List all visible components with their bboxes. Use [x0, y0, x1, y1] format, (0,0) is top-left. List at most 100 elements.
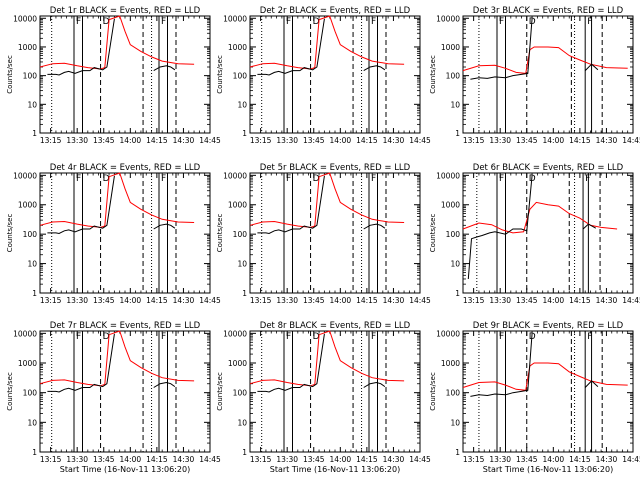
y-tick-label: 100: [446, 389, 461, 398]
x-tick-label: 13:45: [93, 296, 115, 305]
x-axis-title: Start Time (16-Nov-11 13:06:20): [483, 465, 613, 474]
series-black-events: [257, 18, 325, 76]
y-tick-label: 1: [32, 448, 37, 457]
chart-title: Det 5r BLACK = Events, RED = LLD: [260, 163, 411, 173]
y-axis-label: Counts/sec: [6, 55, 14, 94]
event-marker: D: [529, 174, 536, 184]
x-tick-label: 14:30: [596, 296, 618, 305]
x-tick-label: 14:00: [120, 296, 142, 305]
x-tick-label: 14:45: [199, 136, 221, 145]
series-red-lld: [249, 15, 405, 70]
series-black-events: [584, 63, 599, 71]
x-tick-label: 13:30: [66, 455, 88, 464]
y-tick-label: 1000: [228, 201, 247, 210]
y-tick-label: 10000: [223, 329, 247, 338]
x-tick-label: 13:15: [463, 136, 485, 145]
plot-frame: [249, 172, 421, 294]
y-tick-label: 10: [237, 100, 247, 109]
y-tick-label: 1000: [441, 43, 460, 52]
x-tick-label: 13:15: [40, 455, 62, 464]
series-black-events: [47, 175, 115, 235]
x-tick-label: 14:00: [543, 136, 565, 145]
y-tick-label: 1000: [441, 201, 460, 210]
x-tick-label: 14:30: [383, 136, 405, 145]
series-black-events: [584, 380, 599, 388]
series-red-lld: [249, 172, 405, 228]
x-tick-label: 13:45: [516, 136, 538, 145]
event-marker: D: [313, 17, 320, 27]
x-tick-label: 13:45: [516, 455, 538, 464]
x-tick-label: 14:00: [543, 455, 565, 464]
x-tick-label: 14:15: [569, 136, 591, 145]
y-axis-label: Counts/sec: [216, 55, 224, 94]
series-black-events: [363, 381, 386, 388]
x-tick-label: 14:00: [330, 296, 352, 305]
event-marker: F: [499, 332, 504, 342]
x-tick-label: 13:15: [250, 455, 272, 464]
series-black-events: [153, 381, 176, 388]
x-tick-label: 13:15: [463, 296, 485, 305]
y-tick-label: 100: [446, 72, 461, 81]
x-tick-label: 13:30: [489, 455, 511, 464]
event-marker: F: [286, 17, 291, 27]
x-tick-label: 14:00: [120, 455, 142, 464]
x-tick-label: 13:45: [303, 455, 325, 464]
x-tick-label: 13:30: [489, 136, 511, 145]
x-tick-label: 14:15: [569, 296, 591, 305]
event-marker: F: [76, 174, 81, 184]
y-tick-label: 10: [450, 418, 460, 427]
y-tick-label: 10000: [13, 329, 37, 338]
x-tick-label: 14:30: [596, 136, 618, 145]
x-tick-label: 13:15: [250, 296, 272, 305]
y-tick-label: 10000: [436, 171, 460, 180]
x-tick-label: 14:00: [543, 296, 565, 305]
event-marker: F: [587, 17, 592, 27]
chart-panel-2: 1 10 100 1000 10000 13:15 13:30 13:45 14:00 14:15…: [216, 6, 431, 145]
y-tick-label: 1: [242, 289, 247, 298]
series-black-events: [582, 223, 597, 230]
y-tick-label: 1000: [228, 43, 247, 52]
event-marker: D: [103, 174, 110, 184]
y-axis-label: Counts/sec: [216, 372, 224, 411]
y-tick-label: 1: [455, 448, 460, 457]
x-tick-label: 14:45: [199, 296, 221, 305]
chart-title: Det 9r BLACK = Events, RED = LLD: [473, 321, 624, 331]
chart-panel-9: 1 10 100 1000 10000 13:15 13:30 13:45 14:00 14:15…: [429, 321, 640, 474]
series-red-lld: [462, 362, 628, 391]
x-tick-label: 14:30: [173, 455, 195, 464]
x-tick-label: 14:15: [146, 136, 168, 145]
event-marker: D: [313, 332, 320, 342]
y-tick-label: 10: [27, 260, 37, 269]
series-red-lld: [249, 330, 405, 387]
series-black-events: [257, 333, 325, 393]
series-red-lld: [462, 201, 618, 234]
chart-panel-7: 1 10 100 1000 10000 13:15 13:30 13:45 14:00 14:15…: [6, 321, 221, 474]
y-axis-label: Counts/sec: [429, 55, 437, 94]
y-tick-label: 100: [23, 72, 38, 81]
y-axis-label: Counts/sec: [6, 214, 14, 253]
event-marker: F: [585, 174, 590, 184]
y-tick-label: 10: [27, 418, 37, 427]
x-tick-label: 14:30: [383, 296, 405, 305]
y-tick-label: 1000: [18, 43, 37, 52]
y-tick-label: 10: [237, 418, 247, 427]
series-black-events: [47, 333, 115, 393]
x-axis-title: Start Time (16-Nov-11 13:06:20): [60, 465, 190, 474]
series-red-lld: [39, 172, 195, 228]
y-tick-label: 10: [27, 100, 37, 109]
y-tick-label: 100: [23, 389, 38, 398]
chart-title: Det 8r BLACK = Events, RED = LLD: [260, 321, 411, 331]
x-tick-label: 14:00: [330, 136, 352, 145]
chart-title: Det 2r BLACK = Events, RED = LLD: [260, 6, 411, 16]
x-tick-label: 14:15: [569, 455, 591, 464]
x-tick-label: 13:45: [303, 296, 325, 305]
y-tick-label: 1000: [18, 201, 37, 210]
x-tick-label: 13:30: [66, 136, 88, 145]
plot-frame: [249, 330, 421, 453]
chart-panel-4: 1 10 100 1000 10000 13:15 13:30 13:45 14:00 14:15…: [6, 163, 221, 305]
series-black-events: [470, 18, 533, 80]
y-axis-label: Counts/sec: [6, 372, 14, 411]
y-tick-label: 10: [450, 260, 460, 269]
chart-title: Det 4r BLACK = Events, RED = LLD: [50, 163, 201, 173]
